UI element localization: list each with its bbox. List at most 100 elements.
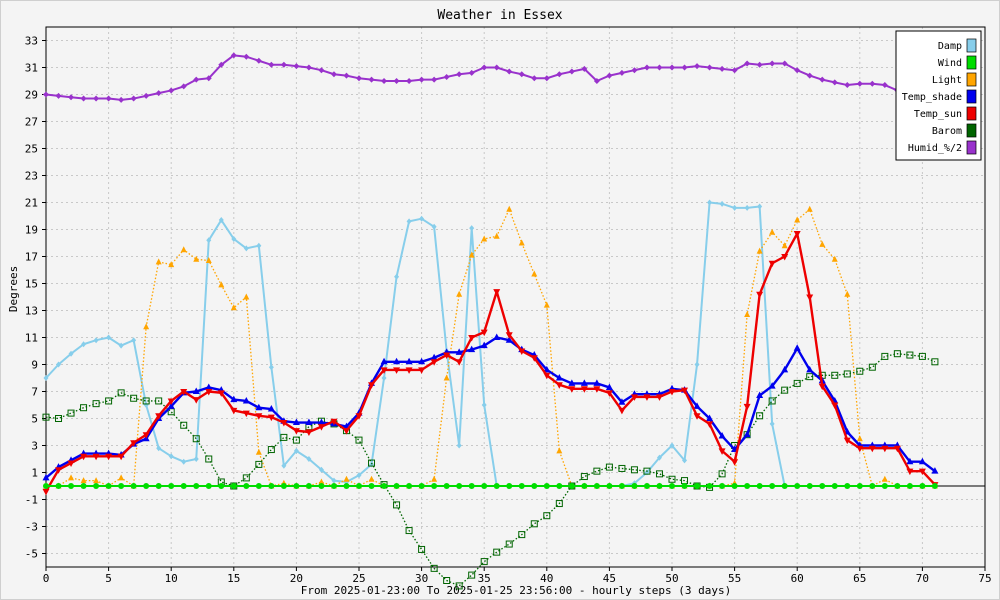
data-point-barom bbox=[205, 455, 213, 463]
data-point-barom bbox=[718, 470, 726, 478]
data-point-damp bbox=[656, 454, 662, 461]
data-point-temp-sun bbox=[430, 359, 438, 366]
data-point-wind bbox=[931, 483, 938, 489]
data-point-temp-sun bbox=[555, 382, 563, 389]
data-point-temp-sun bbox=[768, 260, 776, 268]
data-point-humid-2 bbox=[618, 69, 625, 76]
x-tick-label: 5 bbox=[105, 572, 112, 585]
data-point-wind bbox=[719, 483, 726, 489]
data-point-humid-2 bbox=[531, 75, 538, 82]
data-point-damp bbox=[231, 235, 237, 242]
data-point-light bbox=[218, 281, 225, 288]
data-point-damp bbox=[394, 273, 400, 280]
data-point-temp-sun bbox=[42, 488, 50, 496]
data-point-barom bbox=[92, 400, 100, 408]
data-point-wind bbox=[218, 483, 225, 489]
data-point-humid-2 bbox=[255, 57, 262, 64]
data-point-barom bbox=[593, 467, 601, 475]
data-point-damp bbox=[206, 237, 212, 244]
data-point-temp-sun bbox=[380, 367, 388, 374]
data-point-damp bbox=[456, 442, 462, 449]
data-point-humid-2 bbox=[368, 76, 375, 83]
data-point-humid-2 bbox=[656, 64, 663, 71]
data-point-wind bbox=[506, 483, 513, 489]
data-point-wind bbox=[531, 483, 538, 489]
data-point-temp-sun bbox=[405, 367, 413, 374]
y-tick-label: 31 bbox=[25, 62, 38, 75]
data-point-wind bbox=[756, 483, 763, 489]
data-point-temp-shade bbox=[242, 396, 250, 404]
x-tick-label: 25 bbox=[352, 572, 365, 585]
data-point-light bbox=[193, 255, 200, 262]
series-layer bbox=[42, 52, 939, 590]
data-point-barom bbox=[868, 363, 876, 371]
x-tick-label: 70 bbox=[916, 572, 929, 585]
data-point-temp-sun bbox=[718, 448, 726, 455]
y-tick-label: 5 bbox=[31, 413, 38, 426]
data-point-temp-sun bbox=[543, 372, 551, 380]
legend-label-temp-sun: Temp_sun bbox=[914, 109, 962, 120]
data-point-light bbox=[844, 290, 851, 297]
y-axis-label: Degrees bbox=[7, 266, 20, 312]
data-point-damp bbox=[106, 334, 112, 341]
data-point-humid-2 bbox=[694, 63, 701, 70]
data-point-barom bbox=[781, 386, 789, 394]
data-point-temp-sun bbox=[393, 367, 401, 374]
data-point-wind bbox=[618, 483, 625, 489]
data-point-temp-sun bbox=[881, 445, 889, 453]
data-point-humid-2 bbox=[381, 78, 388, 84]
data-point-humid-2 bbox=[468, 69, 475, 76]
data-point-temp-shade bbox=[493, 333, 501, 340]
data-point-wind bbox=[55, 483, 62, 489]
data-point-temp-sun bbox=[267, 414, 275, 422]
data-point-damp bbox=[68, 350, 74, 357]
data-point-damp bbox=[256, 242, 262, 249]
data-point-wind bbox=[881, 483, 888, 489]
data-point-damp bbox=[118, 342, 124, 349]
data-point-light bbox=[493, 232, 500, 239]
data-point-barom bbox=[130, 394, 138, 402]
data-point-damp bbox=[168, 453, 174, 460]
data-point-barom bbox=[192, 435, 200, 443]
data-point-wind bbox=[381, 483, 388, 489]
data-point-barom bbox=[242, 474, 250, 482]
legend-swatch-temp-shade bbox=[966, 89, 977, 104]
x-tick-label: 50 bbox=[665, 572, 678, 585]
data-point-humid-2 bbox=[431, 76, 438, 83]
data-point-damp bbox=[193, 456, 199, 462]
data-point-temp-sun bbox=[230, 407, 238, 415]
data-point-temp-sun bbox=[292, 428, 300, 435]
data-point-humid-2 bbox=[581, 65, 588, 72]
data-point-humid-2 bbox=[756, 61, 763, 68]
data-point-light bbox=[881, 475, 888, 482]
data-point-temp-shade bbox=[756, 391, 764, 399]
data-point-wind bbox=[293, 483, 300, 489]
legend-swatch-wind bbox=[966, 55, 977, 70]
data-point-temp-sun bbox=[355, 413, 363, 420]
data-point-wind bbox=[856, 483, 863, 489]
data-point-wind bbox=[669, 483, 675, 489]
data-point-wind bbox=[230, 483, 237, 489]
legend-swatch-damp bbox=[966, 38, 977, 53]
data-point-humid-2 bbox=[406, 78, 413, 84]
x-tick-label: 75 bbox=[978, 572, 991, 585]
data-point-humid-2 bbox=[493, 64, 500, 71]
data-point-humid-2 bbox=[205, 75, 212, 82]
data-point-damp bbox=[218, 217, 224, 224]
data-point-damp bbox=[243, 245, 249, 252]
series-line-light bbox=[46, 208, 935, 487]
legend-swatch-light bbox=[966, 72, 977, 87]
y-tick-label: 29 bbox=[25, 89, 38, 102]
data-point-temp-shade bbox=[255, 403, 263, 411]
data-point-temp-shade bbox=[42, 473, 50, 481]
x-tick-label: 0 bbox=[43, 572, 50, 585]
data-point-damp bbox=[757, 203, 763, 210]
data-point-temp-sun bbox=[255, 413, 263, 420]
data-point-temp-sun bbox=[443, 352, 451, 360]
data-point-temp-shade bbox=[192, 387, 200, 394]
data-point-wind bbox=[280, 483, 287, 489]
data-point-temp-shade bbox=[418, 357, 426, 365]
series-wind bbox=[43, 483, 938, 489]
data-point-wind bbox=[406, 483, 413, 489]
data-point-light bbox=[794, 216, 801, 223]
